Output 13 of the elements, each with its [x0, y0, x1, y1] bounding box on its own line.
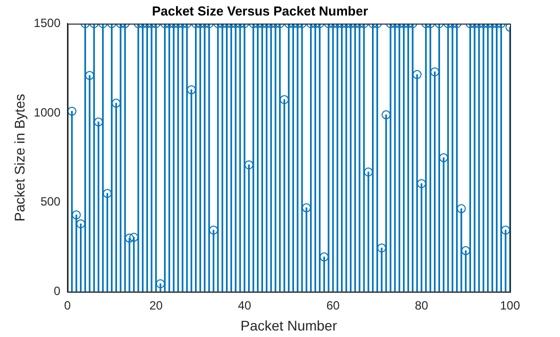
y-tick-label: 1500: [34, 16, 61, 30]
chart-title: Packet Size Versus Packet Number: [152, 3, 368, 18]
x-tick-label: 100: [500, 298, 520, 312]
y-tick-label: 500: [40, 194, 61, 209]
x-tick-label: 20: [149, 298, 163, 312]
x-tick-label: 40: [238, 298, 252, 312]
x-tick-label: 60: [326, 298, 340, 312]
x-tick-label: 80: [414, 298, 428, 312]
y-tick-label: 1000: [34, 105, 61, 120]
y-tick-label: 0: [54, 284, 61, 298]
y-axis-title: Packet Size in Bytes: [11, 94, 28, 222]
x-tick-label: 0: [64, 298, 72, 312]
x-axis-title: Packet Number: [240, 317, 338, 334]
